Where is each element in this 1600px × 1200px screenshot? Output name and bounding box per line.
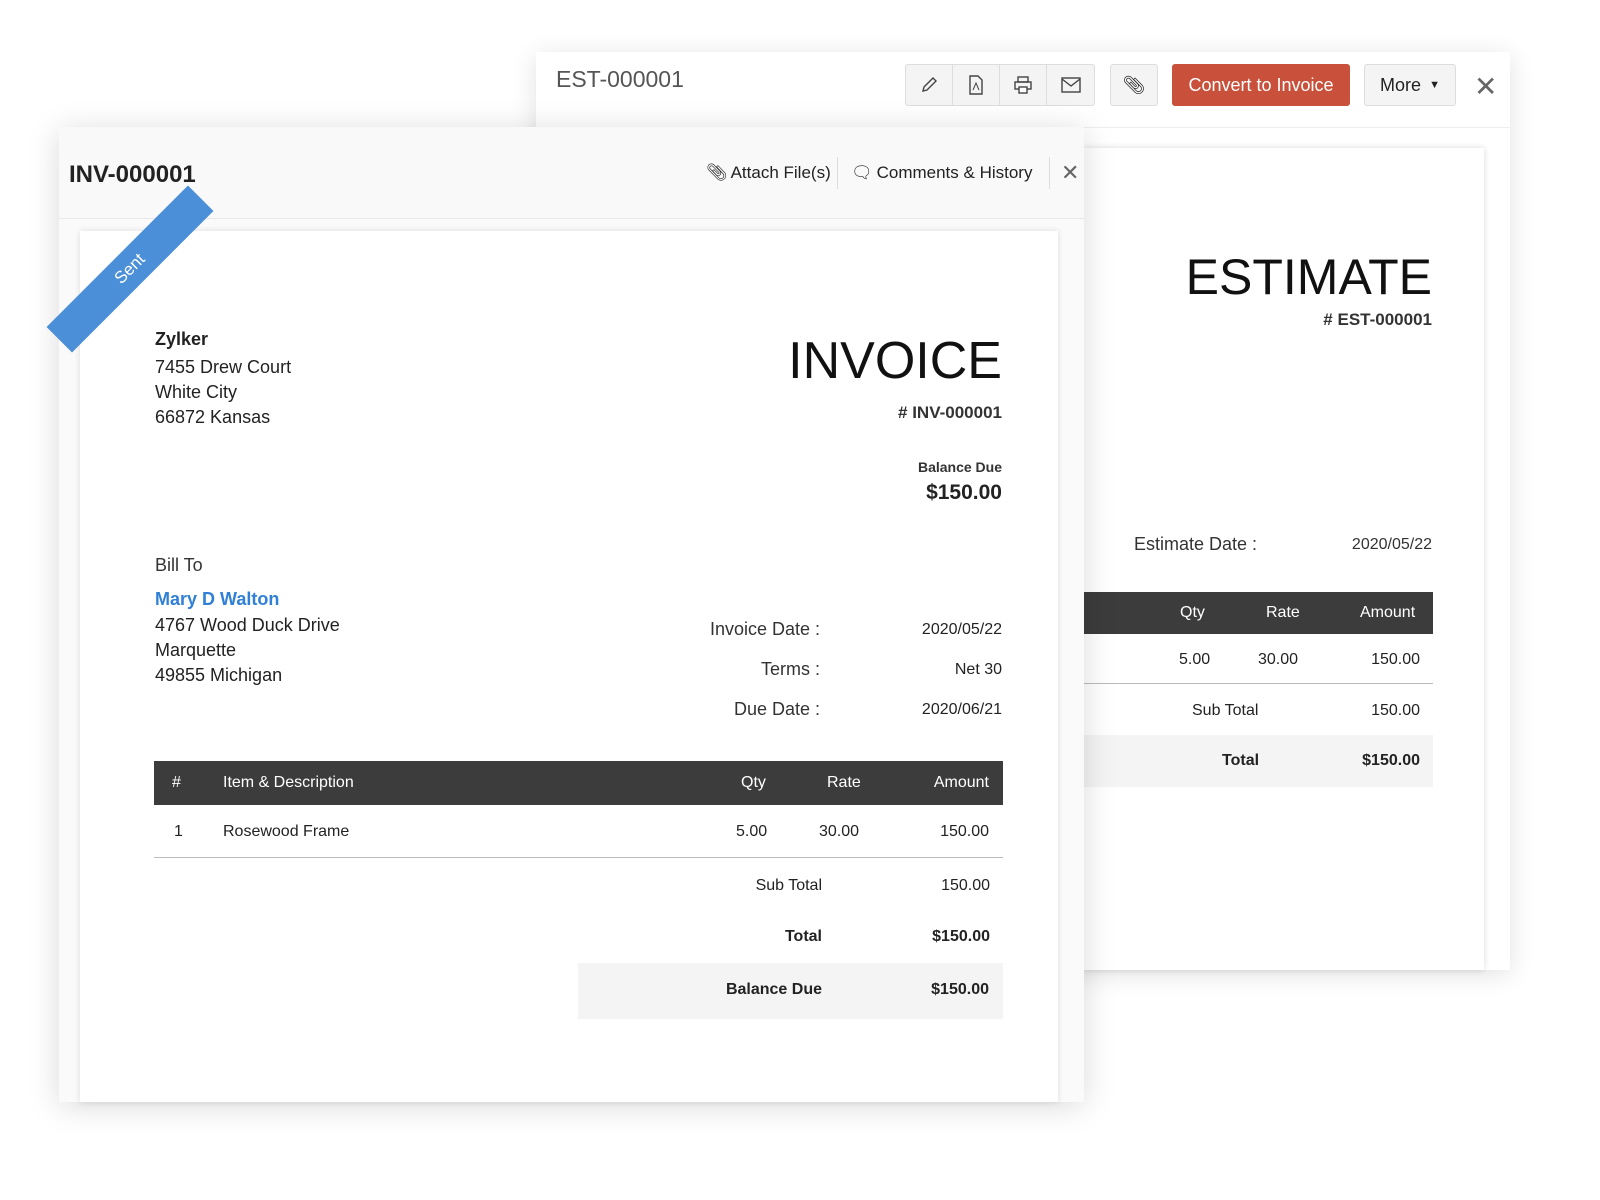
- total: $150.00: [932, 928, 990, 945]
- action-group: [905, 64, 1095, 106]
- col-amount: Amount: [933, 774, 989, 791]
- edit-button[interactable]: [906, 65, 953, 105]
- rate: 30.00: [819, 823, 860, 840]
- convert-to-invoice-button[interactable]: Convert to Invoice: [1172, 64, 1350, 106]
- estimate-date: 2020/05/22: [1351, 536, 1432, 553]
- estimate-heading: ESTIMATE: [1185, 249, 1432, 305]
- amount: 150.00: [940, 823, 989, 840]
- caret-down-icon: ▼: [1429, 79, 1440, 91]
- estimate-document: ESTIMATE # EST-000001 Estimate Date : 20…: [1084, 148, 1484, 970]
- print-button[interactable]: [1000, 65, 1047, 105]
- address-line: White City: [155, 382, 238, 402]
- company-name: Zylker: [155, 329, 209, 349]
- terms: Net 30: [954, 661, 1002, 678]
- estimate-date-label: Estimate Date :: [1134, 534, 1258, 554]
- estimate-title: EST-000001: [556, 66, 684, 92]
- pdf-icon: [969, 75, 983, 95]
- col-rate: Rate: [827, 774, 861, 791]
- sub-total: 150.00: [1371, 702, 1420, 719]
- rate: 30.00: [1258, 651, 1299, 668]
- address-line: 7455 Drew Court: [155, 357, 292, 377]
- row-number: 1: [174, 823, 183, 840]
- amount: 150.00: [1371, 651, 1420, 668]
- invoice-date-label: Invoice Date :: [709, 619, 820, 639]
- qty: 5.00: [736, 823, 768, 840]
- estimate-row: 5.00 30.00 150.00: [1084, 648, 1433, 684]
- customer-link[interactable]: Mary D Walton: [155, 589, 280, 609]
- attach-files-button[interactable]: 📎︎ Attach File(s): [706, 163, 831, 183]
- pencil-icon: [922, 77, 937, 92]
- company-address: 7455 Drew Court White City 66872 Kansas: [155, 355, 291, 430]
- comments-label: Comments & History: [876, 163, 1033, 182]
- comment-icon: 🗨︎: [851, 163, 873, 182]
- balance-label: Balance Due: [725, 981, 822, 998]
- estimate-header: EST-000001 📎︎ Convert to Invoice More ▼ ✕: [536, 52, 1510, 128]
- balance-due-amount: $150.00: [926, 481, 1002, 504]
- bill-to-label: Bill To: [155, 555, 203, 575]
- total-label: Total: [1222, 752, 1260, 769]
- total: $150.00: [1362, 752, 1420, 769]
- close-icon[interactable]: ✕: [1061, 160, 1080, 185]
- address-line: 4767 Wood Duck Drive: [155, 615, 340, 635]
- terms-label: Terms :: [760, 659, 820, 679]
- estimate-table-header: Qty Rate Amount: [1084, 592, 1433, 634]
- sub-total-label: Sub Total: [755, 877, 822, 894]
- invoice-header: INV-000001 📎︎ Attach File(s) 🗨︎ Comments &…: [59, 127, 1084, 219]
- invoice-date: 2020/05/22: [921, 621, 1002, 638]
- sub-total-label: Sub Total: [1192, 702, 1259, 719]
- paperclip-icon: 📎︎: [1122, 74, 1146, 95]
- divider: [837, 157, 838, 189]
- invoice-number: # INV-000001: [898, 403, 1002, 422]
- balance-amount: $150.00: [931, 981, 989, 998]
- col-rate: Rate: [1266, 604, 1300, 621]
- close-icon[interactable]: ✕: [1474, 71, 1498, 102]
- col-item: Item & Description: [223, 774, 354, 791]
- col-qty: Qty: [1180, 604, 1205, 621]
- printer-icon: [1014, 76, 1032, 94]
- address-line: 49855 Michigan: [155, 665, 283, 685]
- balance-due-row: Balance Due $150.00: [578, 963, 1003, 1019]
- col-qty: Qty: [741, 774, 766, 791]
- mail-icon: [1060, 77, 1081, 93]
- invoice-document: Sent Zylker 7455 Drew Court White City 6…: [46, 185, 1058, 1102]
- divider: [1049, 157, 1050, 189]
- due-date: 2020/06/21: [921, 701, 1002, 718]
- email-button[interactable]: [1047, 65, 1094, 105]
- balance-due-label: Balance Due: [917, 459, 1002, 475]
- address-line: 66872 Kansas: [155, 407, 271, 427]
- item-name: Rosewood Frame: [223, 823, 350, 840]
- attach-label: Attach File(s): [730, 163, 831, 182]
- pdf-button[interactable]: [953, 65, 1000, 105]
- paperclip-icon: 📎︎: [706, 163, 728, 182]
- attach-button[interactable]: 📎︎: [1110, 64, 1158, 106]
- col-amount: Amount: [1360, 604, 1416, 621]
- invoice-heading: INVOICE: [788, 332, 1002, 390]
- total-label: Total: [784, 928, 822, 945]
- invoice-title: INV-000001: [69, 161, 196, 188]
- col-number: #: [172, 774, 181, 791]
- due-date-label: Due Date :: [733, 699, 820, 719]
- items-table-header: # Item & Description Qty Rate Amount: [154, 761, 1003, 805]
- sub-total: 150.00: [941, 877, 990, 894]
- customer-address: 4767 Wood Duck Drive Marquette 49855 Mic…: [155, 613, 340, 688]
- total-row: Total $150.00: [1084, 735, 1433, 787]
- comments-history-button[interactable]: 🗨︎ Comments & History: [851, 163, 1032, 183]
- table-row: 1 Rosewood Frame 5.00 30.00 150.00: [154, 805, 1003, 858]
- invoice-panel: INV-000001 📎︎ Attach File(s) 🗨︎ Comments &…: [46, 127, 1084, 1102]
- estimate-number: # EST-000001: [1323, 310, 1432, 329]
- more-button[interactable]: More ▼: [1364, 64, 1456, 106]
- qty: 5.00: [1179, 651, 1211, 668]
- more-label: More: [1380, 74, 1422, 95]
- address-line: Marquette: [155, 640, 237, 660]
